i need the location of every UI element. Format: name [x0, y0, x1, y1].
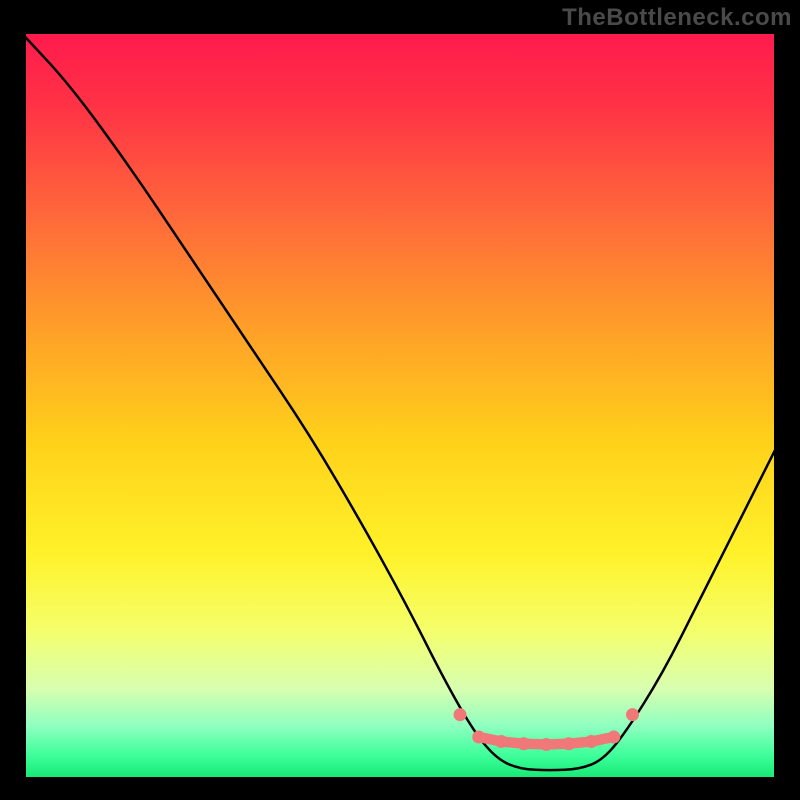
marker-dot: [472, 731, 485, 744]
marker-dot: [585, 735, 598, 748]
marker-dot: [562, 737, 575, 750]
marker-dot: [454, 708, 467, 721]
plot-area: [25, 33, 775, 778]
chart-svg: [0, 0, 800, 800]
marker-dot: [495, 735, 508, 748]
bottleneck-chart: TheBottleneck.com: [0, 0, 800, 800]
marker-dot: [517, 737, 530, 750]
marker-dot: [626, 708, 639, 721]
marker-dot: [607, 731, 620, 744]
marker-dot: [540, 738, 553, 751]
